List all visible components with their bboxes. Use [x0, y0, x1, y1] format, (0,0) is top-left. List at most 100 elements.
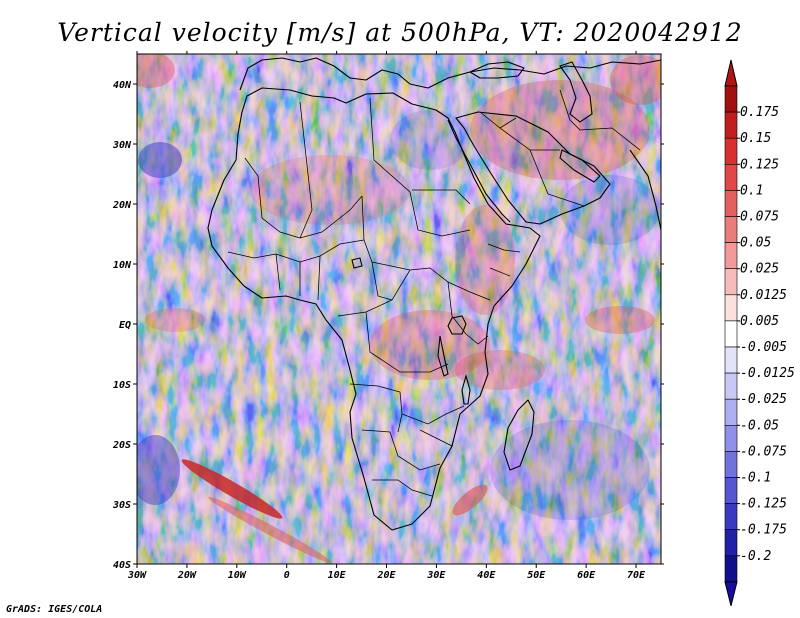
colorbar-label: 0.005	[740, 314, 779, 329]
border-iran	[559, 89, 641, 151]
india-coastline	[629, 149, 661, 231]
colorbar-label: -0.025	[740, 392, 787, 407]
border-libya-egypt	[369, 97, 471, 237]
lon-tick-label: 20E	[376, 570, 396, 581]
lat-tick-label: EQ	[119, 320, 131, 331]
border-middle-east	[479, 111, 585, 207]
colorbar-label: -0.075	[740, 444, 787, 459]
colorbar-label: 0.125	[740, 157, 779, 172]
lake-chad	[351, 257, 363, 269]
lat-tick-label: 30N	[112, 140, 132, 151]
colorbar-swatch	[724, 477, 738, 504]
border-sahara-central	[299, 101, 313, 239]
colorbar-label: 0.05	[740, 236, 771, 251]
black-sea-coastline	[469, 61, 525, 79]
border-south-africa	[372, 479, 433, 497]
colorbar-swatch	[724, 216, 738, 243]
ascent-region-mozambique	[455, 350, 545, 390]
colorbar-label: -0.005	[740, 340, 787, 355]
colorbar-swatch	[724, 451, 738, 478]
lat-tick-label: 30S	[112, 500, 131, 511]
colorbar-label: -0.125	[740, 497, 787, 512]
lake-victoria	[447, 315, 467, 335]
lat-tick-label: 20N	[112, 200, 132, 211]
colorbar-swatch	[724, 242, 738, 270]
border-central-africa	[371, 261, 491, 301]
colorbar-swatch	[724, 372, 738, 400]
lon-tick-label: 0	[284, 570, 290, 581]
border-east-africa	[447, 281, 489, 345]
border-horn-of-africa	[487, 243, 521, 277]
colorbar-label: 0.1	[740, 183, 763, 198]
colorbar-swatch	[724, 294, 738, 322]
colorbar-label: 0.175	[740, 105, 779, 120]
lat-tick-label: 40S	[113, 560, 131, 571]
lon-tick-label: 60E	[577, 570, 596, 581]
map-frame	[136, 53, 662, 565]
lon-tick-label: 30W	[127, 570, 147, 581]
colorbar-swatch	[724, 85, 738, 113]
lake-tanganyika	[437, 335, 449, 377]
ascent-region-southeast-front	[452, 484, 488, 516]
colorbar-swatch	[724, 164, 738, 191]
colorbar-label: -0.05	[740, 418, 779, 433]
ascent-region-middle-east	[470, 80, 650, 180]
lon-tick-label: 10W	[228, 570, 247, 581]
colorbar-label: -0.175	[740, 523, 787, 538]
lon-tick-label: 70E	[627, 570, 646, 581]
lat-tick-label: 40N	[113, 80, 132, 91]
lakes	[351, 61, 593, 405]
colorbar-swatch	[724, 346, 738, 374]
colorbar-swatch	[724, 424, 738, 452]
descent-region-south-atlantic	[137, 435, 180, 505]
colorbar-swatch	[724, 268, 738, 296]
descent-regions	[137, 110, 660, 520]
ascent-region-sahara	[250, 155, 410, 225]
colorbar: 0.175 0.15 0.125 0.1 0.075 0.05 0.025 0.0125 0.0…	[724, 59, 795, 607]
colorbar-label: 0.0125	[740, 288, 787, 303]
colorbar-label: 0.025	[740, 262, 779, 277]
colorbar-swatch	[724, 529, 738, 557]
border-congo	[337, 269, 449, 373]
lon-tick-label: 30E	[426, 570, 446, 581]
madagascar-coastline	[503, 399, 535, 471]
ascent-region-east-africa	[455, 205, 515, 315]
ascent-region-equatorial	[370, 310, 490, 380]
colorbar-label: 0.075	[740, 210, 779, 225]
map-title: Vertical velocity [m/s] at 500hPa, VT: 2…	[57, 18, 742, 47]
descent-region-atlantic-north	[138, 142, 182, 178]
border-egypt-sudan	[412, 189, 471, 205]
caspian-sea	[559, 61, 593, 123]
lon-tick-label: 40E	[477, 570, 496, 581]
colorbar-swatch	[724, 555, 738, 583]
lat-tick-label: 10S	[113, 380, 131, 391]
descent-region-arabian-sea	[560, 175, 660, 245]
colorbar-label: -0.2	[740, 549, 771, 564]
colorbar-swatch	[724, 137, 738, 165]
colorbar-bottom-arrow	[724, 581, 738, 607]
persian-gulf-coastline	[559, 149, 601, 183]
colorbar-swatch	[724, 503, 738, 531]
ascent-region-iran	[610, 55, 661, 105]
colorbar-label: 0.15	[740, 131, 771, 146]
red-sea-coastline	[447, 119, 511, 223]
ascent-region-atlantic	[145, 308, 205, 332]
ascent-region-south-atlantic-front	[181, 459, 283, 519]
ascent-region-indian-ocean	[585, 306, 655, 334]
border-gulf-of-guinea	[275, 253, 321, 301]
colorbar-label: -0.1	[740, 471, 771, 486]
colorbar-label: -0.0125	[740, 366, 795, 381]
colorbar-swatch	[724, 111, 738, 139]
lon-tick-label: 20W	[177, 570, 197, 581]
lat-tick-label: 10N	[113, 260, 132, 271]
ascent-region-northwest	[137, 54, 175, 88]
lon-tick-label: 50E	[527, 570, 546, 581]
axis-ticks: 30W 20W 10W 0 10E 20E 30E 40E 50E 60E 70E 40N 30N 20N…	[112, 51, 664, 581]
border-sahara-west	[244, 157, 363, 239]
ascent-region-south-atlantic-band	[208, 496, 332, 564]
colorbar-swatch	[724, 320, 738, 348]
ascent-regions	[137, 54, 661, 564]
lat-tick-label: 20S	[112, 440, 131, 451]
grads-credit: GrADS: IGES/COLA	[6, 604, 102, 615]
